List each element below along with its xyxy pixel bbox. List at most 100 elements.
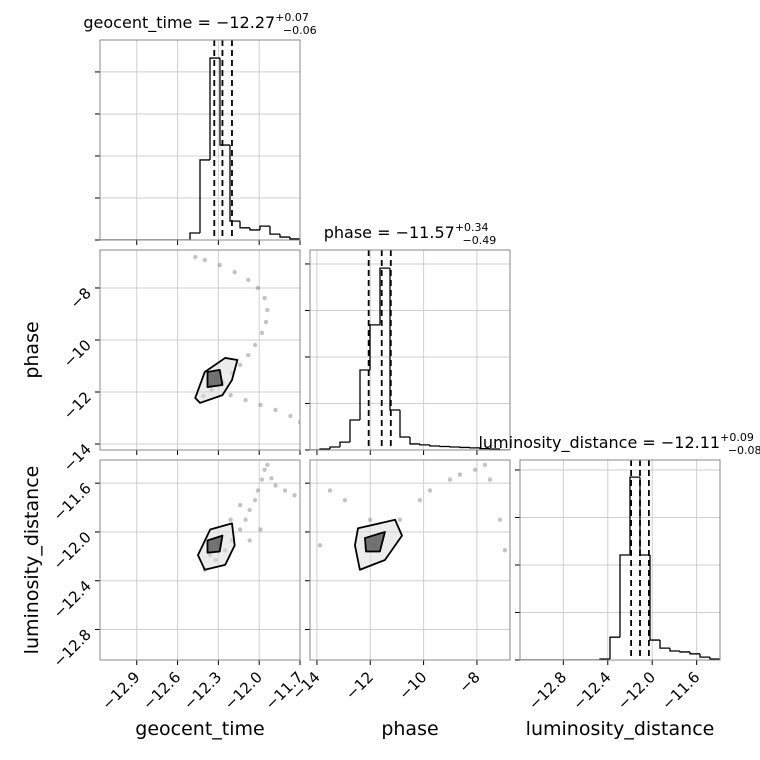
- x-tick-label: −12.4: [569, 668, 614, 713]
- sample-point: [228, 392, 233, 398]
- hist-bin: [659, 640, 670, 649]
- hist-bin: [499, 449, 510, 450]
- hist-bin: [629, 476, 640, 556]
- sample-point: [247, 538, 252, 543]
- hist-bin: [439, 445, 450, 448]
- title-main: luminosity_distance = −12.11: [478, 433, 720, 453]
- x-tick-label: −12: [342, 668, 377, 703]
- sample-point: [237, 527, 243, 532]
- hist-bin: [609, 636, 620, 660]
- hist-bin: [209, 57, 220, 160]
- panel-frame: [99, 249, 301, 451]
- sample-point: [327, 488, 333, 493]
- sample-point: [228, 517, 233, 522]
- panel-frame: [99, 459, 301, 661]
- hist-bin: [369, 324, 380, 370]
- hist-bin: [619, 554, 630, 638]
- sample-point: [417, 498, 423, 503]
- sample-point: [472, 467, 478, 472]
- sample-point: [397, 517, 403, 522]
- sample-point: [282, 488, 288, 493]
- contour: [206, 534, 224, 554]
- panel-title: phase = −11.57+0.34 −0.49: [324, 221, 497, 247]
- hist-bin: [199, 159, 210, 233]
- sample-point: [497, 517, 503, 522]
- hist-bin: [389, 268, 400, 411]
- hist-bin: [219, 58, 230, 146]
- sample-point: [502, 548, 508, 553]
- sample-point: [243, 517, 248, 522]
- x-axis-label: phase: [381, 718, 438, 740]
- hist-bin: [279, 234, 290, 238]
- title-main: phase = −11.57: [324, 223, 455, 242]
- hist-bin: [399, 410, 410, 438]
- x-tick-label: −12.8: [525, 668, 570, 713]
- panel-title: geocent_time = −12.27+0.07 −0.06: [83, 11, 316, 37]
- sample-point: [427, 488, 433, 493]
- sample-point: [246, 352, 251, 358]
- hist-bin: [249, 227, 260, 231]
- y-tick-label: −12: [60, 388, 95, 423]
- hist-bin: [349, 419, 360, 443]
- title-upper: +0.34: [455, 221, 489, 234]
- hist-bin: [699, 653, 710, 658]
- panel-frame: [309, 459, 511, 661]
- title-upper: +0.07: [275, 11, 309, 24]
- sample-point: [367, 517, 373, 522]
- sample-point: [259, 477, 265, 482]
- sample-point: [252, 342, 258, 348]
- contour: [206, 368, 224, 388]
- sample-point: [292, 493, 297, 498]
- panel: [310, 460, 510, 660]
- sample-point: [246, 277, 251, 283]
- y-tick-label: −10: [60, 336, 95, 371]
- hist-bin: [269, 226, 280, 235]
- hist-bin: [289, 237, 300, 240]
- sample-point: [273, 407, 278, 413]
- x-tick-label: −12.9: [98, 668, 143, 713]
- panel: [100, 250, 300, 450]
- y-tick-label: −14: [60, 440, 95, 475]
- sample-point: [247, 507, 252, 513]
- hist-bin: [339, 441, 350, 447]
- hist-bin: [429, 444, 440, 447]
- sample-point: [262, 295, 267, 301]
- hist-bin: [329, 446, 340, 450]
- hist-bin: [689, 651, 700, 655]
- panel: [100, 460, 300, 660]
- panel-frame: [519, 459, 721, 661]
- sample-point: [255, 285, 261, 291]
- hist-bin: [189, 232, 200, 240]
- sample-point: [258, 527, 263, 532]
- sample-point: [297, 419, 300, 425]
- y-axis-label: phase: [21, 321, 43, 378]
- x-tick-label: −12.6: [139, 668, 184, 713]
- sample-point: [237, 362, 243, 368]
- sample-point: [265, 307, 270, 313]
- x-tick-label: −12.3: [180, 668, 225, 713]
- hist-bin: [679, 650, 690, 653]
- title-lower: −0.08: [728, 444, 760, 457]
- sample-point: [487, 477, 493, 482]
- panel-frame: [309, 249, 511, 451]
- panel-frame: [99, 39, 301, 241]
- sample-point: [202, 257, 207, 263]
- x-axis-label: luminosity_distance: [526, 718, 715, 740]
- sample-point: [342, 498, 348, 503]
- sample-point: [262, 467, 267, 472]
- hist-bin: [229, 145, 240, 222]
- sample-point: [263, 319, 269, 325]
- x-tick-label: −12.0: [221, 668, 266, 713]
- sample-point: [252, 498, 258, 503]
- panel-title: luminosity_distance = −12.11+0.09 −0.08: [478, 431, 760, 457]
- sample-point: [243, 397, 248, 403]
- sample-point: [259, 330, 265, 336]
- title-lower: −0.06: [283, 24, 317, 37]
- sample-point: [317, 543, 323, 548]
- y-tick-label: −12.0: [50, 528, 95, 573]
- sample-point: [255, 488, 261, 493]
- hist-bin: [649, 555, 660, 641]
- x-axis-label: geocent_time: [135, 718, 264, 740]
